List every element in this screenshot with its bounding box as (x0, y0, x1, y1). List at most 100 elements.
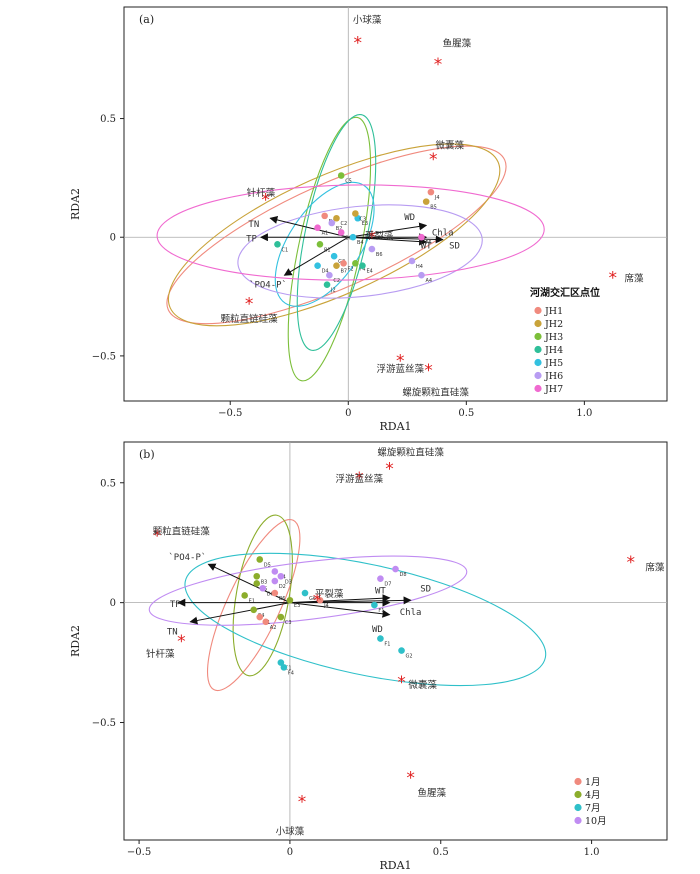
sample-point (377, 575, 384, 582)
legend-title: 河湖交汇区点位 (530, 286, 600, 299)
species-star-marker: * (627, 553, 636, 573)
legend-entry: JH5 (544, 358, 563, 369)
legend-entry: JH4 (544, 345, 563, 356)
x-tick-label: −0.5 (127, 847, 151, 858)
y-axis-label: RDA2 (69, 188, 82, 220)
sample-point-label: B6 (345, 235, 352, 241)
legend-entry: JH3 (544, 332, 563, 343)
sample-point (326, 271, 333, 279)
sample-point (368, 245, 376, 253)
species-label: 微囊藻 (408, 679, 437, 691)
x-tick-label: 0 (345, 408, 351, 419)
legend-entry: JH2 (544, 319, 563, 330)
species-label: 小球藻 (276, 825, 305, 837)
sample-point-label: E3 (294, 603, 300, 609)
sample-point-label: F1 (378, 608, 384, 614)
species-star-marker: * (406, 769, 415, 789)
sample-point-label: C3 (359, 216, 366, 222)
sample-point-label: B2 (336, 226, 343, 232)
sample-point (241, 592, 248, 599)
species-star-marker: * (608, 269, 617, 289)
x-tick-label: 0.5 (433, 847, 449, 858)
y-tick-label: −0.5 (92, 718, 116, 729)
confidence-ellipse (237, 204, 483, 299)
sample-point (359, 262, 366, 270)
sample-point (262, 618, 270, 626)
species-label: 小球藻 (353, 14, 382, 26)
sample-point-label: A2 (270, 625, 277, 631)
y-tick-label: 0 (110, 598, 116, 609)
env-vector-label: SD (449, 242, 460, 252)
sample-point-label: D2 (279, 584, 286, 590)
y-tick-label: 0.5 (100, 478, 116, 489)
sample-point (427, 188, 435, 196)
species-label: 螺旋颗粒直硅藻 (402, 387, 469, 399)
sample-point-label: C1 (285, 666, 292, 672)
sample-point-label: E1 (249, 598, 255, 604)
legend-swatch (574, 803, 582, 812)
sample-point (418, 271, 425, 279)
panel-tag: (a) (139, 13, 154, 26)
sample-point (277, 659, 285, 666)
species-star-marker: * (177, 632, 186, 652)
confidence-ellipse (206, 519, 301, 692)
legend-entry: JH6 (544, 371, 563, 382)
env-vector-label: `PO4-P` (249, 280, 287, 291)
species-label: 平裂藻 (365, 230, 394, 242)
sample-point (371, 601, 378, 609)
legend-entry: JH7 (544, 384, 563, 395)
species-label: 颗粒直链硅藻 (221, 313, 279, 325)
sample-point (337, 172, 345, 179)
species-star-marker: * (396, 352, 405, 372)
species-star-marker: * (434, 55, 443, 75)
env-vector-arrow (289, 602, 391, 618)
species-label: 针杆藻 (247, 187, 276, 199)
env-vector-label: Chla (400, 608, 422, 618)
y-axis-label: RDA2 (69, 625, 82, 657)
legend-swatch (534, 306, 542, 315)
species-star-marker: * (355, 469, 364, 489)
sample-point-label: J2 (330, 288, 336, 294)
sample-point (259, 584, 267, 592)
species-star-marker: * (368, 228, 377, 248)
species-label: 浮游蓝丝藻 (376, 363, 424, 375)
sample-point (280, 664, 288, 671)
species-star-marker: * (153, 527, 162, 547)
sample-point (377, 635, 384, 642)
env-vector-arrow (207, 563, 291, 604)
sample-point-label: B4 (357, 240, 364, 246)
species-label: 鱼腥藻 (417, 787, 446, 799)
sample-point (271, 577, 279, 585)
species-star-marker: * (397, 673, 406, 693)
legend-swatch (534, 332, 542, 341)
species-label: 席藻 (624, 273, 644, 285)
legend-entry: 7月 (585, 803, 601, 814)
sample-point-label: B1 (324, 247, 331, 253)
env-vector-label: TP (170, 600, 181, 610)
sample-point (250, 606, 258, 614)
sample-point-label: E4 (366, 269, 372, 275)
sample-point-label: F1 (384, 642, 390, 648)
sample-point-label: B6 (376, 252, 383, 258)
sample-point (286, 596, 294, 604)
sample-point-label: F4 (359, 266, 365, 272)
sample-point-label: F6 (425, 240, 431, 246)
species-label: 微囊藻 (436, 140, 465, 152)
sample-point-label: D3 (285, 579, 292, 585)
sample-point-label: A1 (322, 231, 329, 237)
y-tick-label: −0.5 (92, 351, 116, 362)
sample-point-label: D5 (264, 562, 271, 568)
species-label: 平裂藻 (315, 588, 344, 600)
sample-point (253, 580, 261, 587)
env-vector-label: TP (246, 234, 257, 244)
sample-point-label: B7 (340, 269, 347, 275)
y-tick-label: 0.5 (100, 114, 116, 125)
sample-point-label: H4 (416, 264, 423, 270)
x-tick-label: −0.5 (218, 408, 242, 419)
sample-point-label: B3 (261, 579, 268, 585)
sample-point (256, 613, 264, 621)
sample-point-label: C5 (345, 179, 352, 185)
sample-point (314, 224, 321, 232)
env-vector-label: TN (167, 627, 178, 637)
